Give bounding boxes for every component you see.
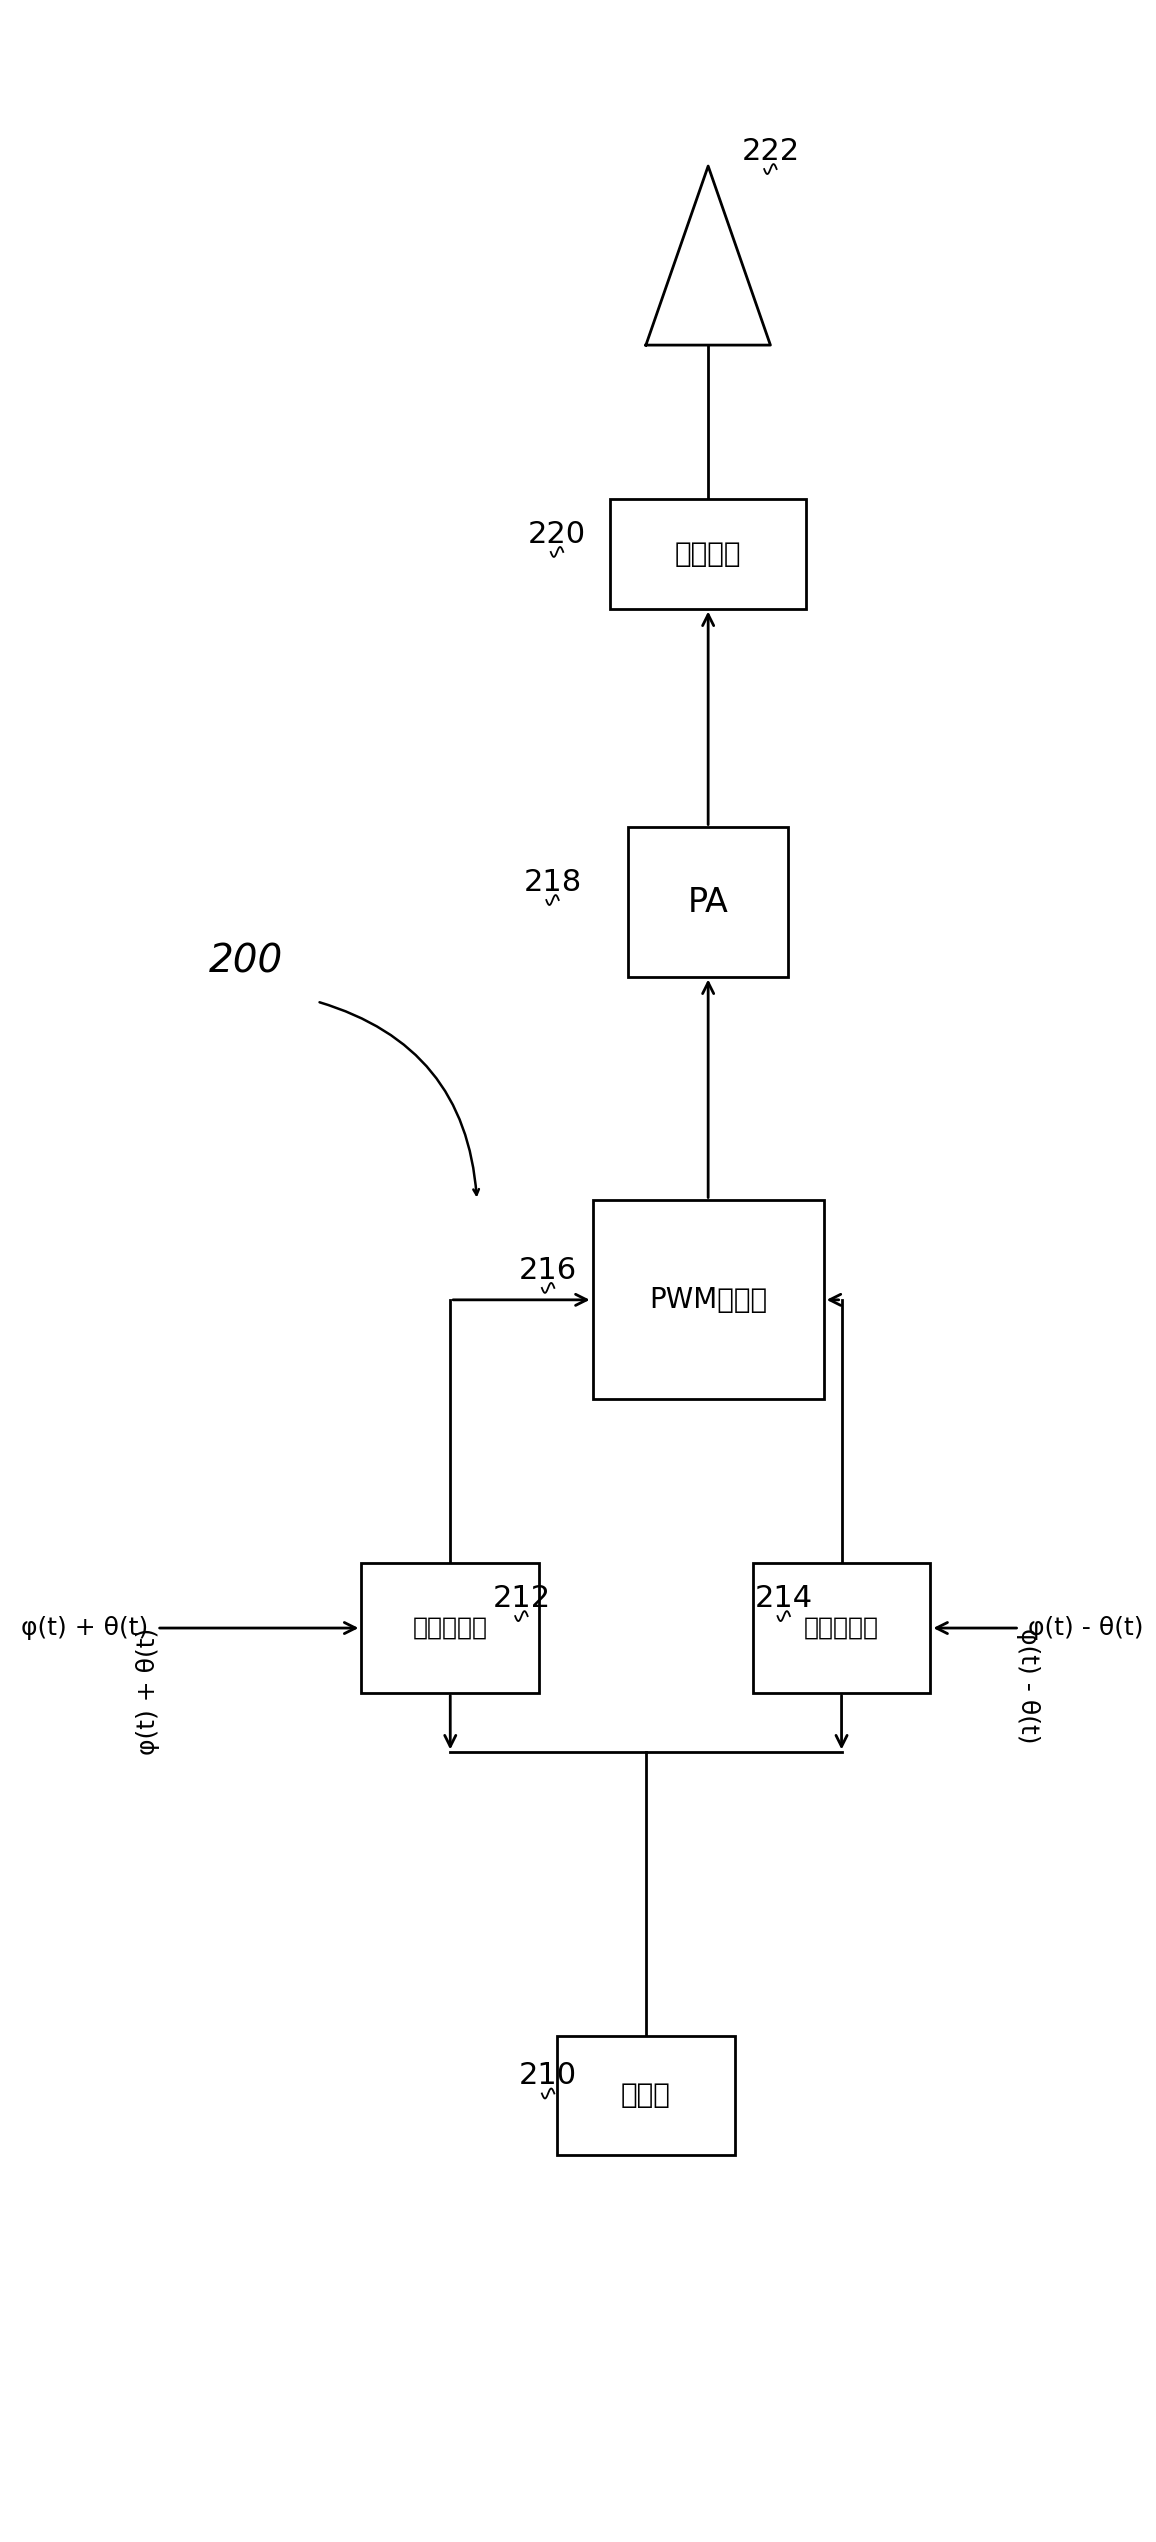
Text: 218: 218	[524, 867, 581, 897]
Bar	[628, 829, 788, 976]
Text: φ(t) + θ(t): φ(t) + θ(t)	[136, 1627, 160, 1757]
Text: 212: 212	[492, 1584, 550, 1612]
Text: φ(t) - θ(t): φ(t) - θ(t)	[1016, 1627, 1040, 1744]
Text: PA: PA	[688, 885, 728, 918]
Text: 相位调制器: 相位调制器	[413, 1617, 488, 1640]
Text: 220: 220	[528, 519, 586, 549]
Bar	[362, 1563, 539, 1693]
Text: 210: 210	[519, 2062, 577, 2090]
Text: 222: 222	[741, 137, 800, 165]
Bar	[593, 1200, 824, 1398]
Text: 216: 216	[519, 1256, 577, 1284]
Text: 214: 214	[755, 1584, 813, 1612]
Bar	[753, 1563, 931, 1693]
Text: PWM重构器: PWM重构器	[650, 1286, 768, 1314]
Text: 200: 200	[208, 943, 283, 981]
Text: 高频源: 高频源	[621, 2082, 670, 2110]
Text: φ(t) - θ(t): φ(t) - θ(t)	[1029, 1617, 1143, 1640]
Text: 相位调制器: 相位调制器	[805, 1617, 879, 1640]
Polygon shape	[646, 165, 770, 346]
Bar	[610, 498, 806, 608]
Text: φ(t) + θ(t): φ(t) + θ(t)	[21, 1617, 148, 1640]
Bar	[557, 2036, 735, 2156]
Text: 匹配网络: 匹配网络	[675, 539, 741, 567]
